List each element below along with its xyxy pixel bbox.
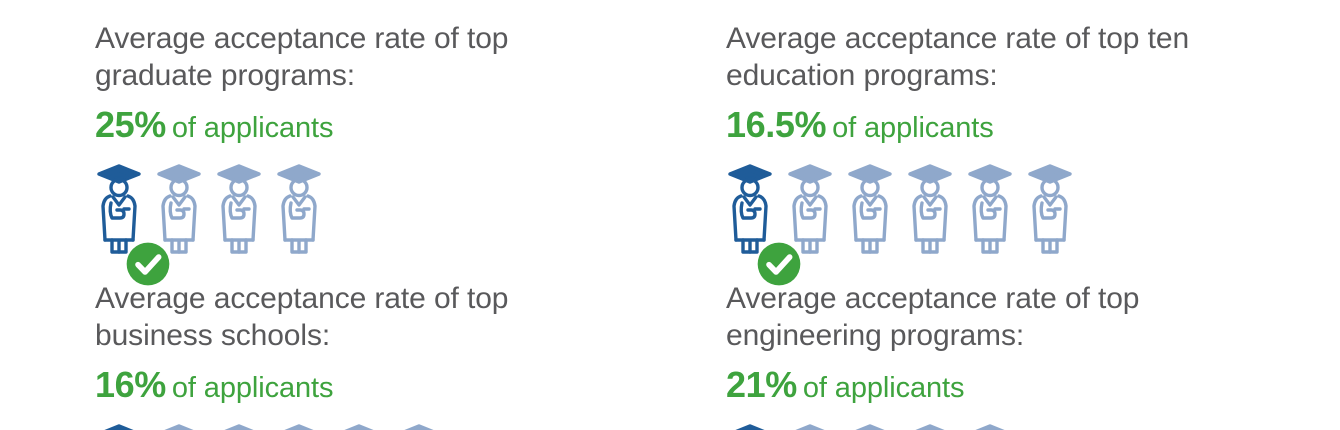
check-circle-icon <box>124 216 170 286</box>
graduate-icon-muted <box>906 162 966 258</box>
graduate-icon-highlighted <box>95 162 170 286</box>
check-circle-icon <box>755 216 801 286</box>
graduate-icon-muted <box>275 422 335 430</box>
graduate-icon-muted <box>215 422 275 430</box>
pictogram-icon-row <box>726 162 1326 286</box>
graduate-icon-muted <box>215 162 275 258</box>
stat-panel-business-schools: Average acceptance rate of top business … <box>95 280 695 430</box>
stat-suffix: of applicants <box>802 372 965 404</box>
pictogram-icon-row <box>95 422 695 430</box>
stat-value-line: 16% of applicants <box>95 365 695 413</box>
graduate-icon-muted <box>335 422 395 430</box>
graduate-icon-highlighted <box>95 422 155 430</box>
stat-heading: Average acceptance rate of top engineeri… <box>726 282 1140 352</box>
graduate-icon-highlighted <box>726 422 786 430</box>
stat-percent: 16% <box>95 364 166 405</box>
graduate-icon-muted <box>966 162 1026 258</box>
stat-panel-graduate-programs: Average acceptance rate of top graduate … <box>95 20 695 286</box>
stat-suffix: of applicants <box>171 372 334 404</box>
stat-suffix: of applicants <box>832 112 994 144</box>
stat-value-line: 21% of applicants <box>726 365 1326 413</box>
graduate-icon-muted <box>275 162 335 258</box>
pictogram-icon-row <box>95 162 695 286</box>
stat-percent: 21% <box>726 364 797 405</box>
stat-heading: Average acceptance rate of top business … <box>95 282 509 352</box>
stat-heading: Average acceptance rate of top graduate … <box>95 22 509 92</box>
stat-value-line: 25% of applicants <box>95 105 695 153</box>
graduate-icon-muted <box>846 162 906 258</box>
stat-value-line: 16.5% of applicants <box>726 105 1326 153</box>
graduate-icon-muted <box>966 422 1026 430</box>
graduate-icon-muted <box>395 422 455 430</box>
graduate-icon-muted <box>846 422 906 430</box>
stat-heading: Average acceptance rate of top ten educa… <box>726 22 1190 92</box>
stat-suffix: of applicants <box>171 112 334 144</box>
graduate-icon-muted <box>906 422 966 430</box>
stat-panel-engineering-programs: Average acceptance rate of top engineeri… <box>726 280 1326 430</box>
graduate-icon-muted <box>1026 162 1086 258</box>
graduate-icon-highlighted <box>726 162 801 286</box>
pictogram-icon-row <box>726 422 1326 430</box>
graduate-icon-muted <box>155 162 215 258</box>
graduate-icon-muted <box>786 162 846 258</box>
graduate-icon-muted <box>786 422 846 430</box>
stat-percent: 16.5% <box>726 104 827 145</box>
stat-percent: 25% <box>95 104 166 145</box>
stat-panel-education-programs: Average acceptance rate of top ten educa… <box>726 20 1326 286</box>
graduate-icon-muted <box>155 422 215 430</box>
